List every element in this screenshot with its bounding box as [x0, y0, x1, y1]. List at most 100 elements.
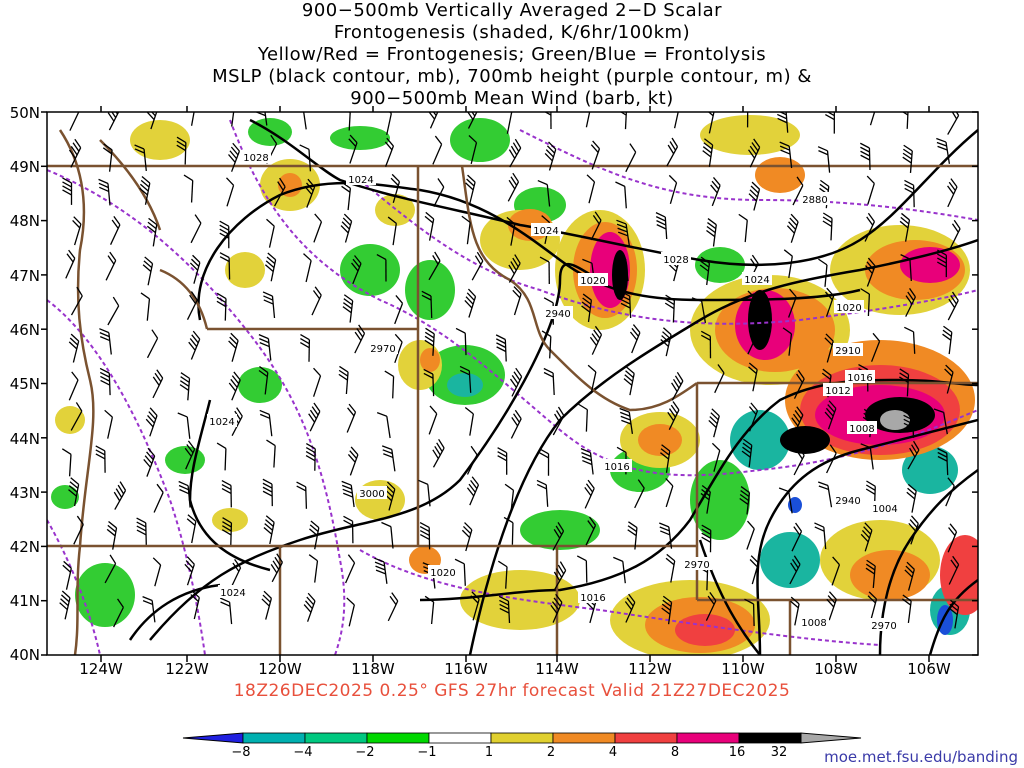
- wind-barb: [865, 257, 876, 287]
- wind-barb: [624, 593, 636, 623]
- wind-barb: [741, 438, 753, 468]
- wind-barb: [140, 292, 151, 321]
- wind-barb: [263, 515, 275, 545]
- wind-barb: [789, 555, 801, 585]
- lon-label: 106W: [907, 660, 951, 678]
- wind-barb: [258, 365, 269, 395]
- forecast-caption: 18Z26DEC2025 0.25° GFS 27hr forecast Val…: [233, 681, 791, 701]
- lat-label: 45N: [9, 375, 40, 393]
- wind-barb: [341, 112, 352, 131]
- wind-barb: [348, 134, 358, 164]
- wind-barb: [146, 217, 158, 247]
- wind-barb: [699, 256, 711, 286]
- wind-barb: [153, 483, 164, 513]
- colorbar-label: −8: [231, 745, 251, 760]
- wind-barb: [421, 290, 433, 319]
- credit-link[interactable]: moe.met.fsu.edu/banding: [824, 748, 1018, 766]
- wind-barb: [145, 407, 158, 437]
- wind-barb: [867, 591, 878, 621]
- wind-barb: [190, 590, 200, 620]
- wind-barb: [226, 177, 235, 207]
- wind-barb: [619, 407, 634, 434]
- wind-barb: [354, 324, 366, 354]
- colorbar-label: 1: [484, 745, 494, 760]
- lat-label: 42N: [9, 538, 40, 556]
- wind-barb: [791, 406, 804, 436]
- wind-barb: [786, 213, 799, 243]
- wind-barb: [99, 367, 111, 396]
- wind-barb: [300, 333, 311, 362]
- wind-barb: [865, 559, 876, 588]
- wind-barb: [302, 112, 307, 130]
- wind-barb: [338, 365, 349, 395]
- wind-barb: [189, 254, 201, 284]
- height-label: 2940: [835, 496, 860, 507]
- wind-barb: [266, 439, 276, 468]
- wind-barb: [512, 286, 522, 316]
- wind-barb: [613, 556, 626, 584]
- wind-barb: [947, 291, 959, 321]
- wind-barb: [817, 146, 831, 173]
- mslp-label: 1024: [220, 588, 245, 599]
- colorbar-label: −1: [417, 745, 437, 760]
- wind-barb: [552, 406, 565, 436]
- wind-barb: [61, 448, 72, 477]
- wind-barb: [544, 141, 557, 171]
- colorbar-label: 8: [670, 745, 680, 760]
- wind-barb: [659, 522, 673, 549]
- wind-barb: [589, 325, 603, 355]
- wind-barb: [340, 213, 353, 243]
- wind-barb: [376, 412, 391, 439]
- wind-barb: [782, 327, 793, 356]
- wind-barb: [113, 598, 124, 628]
- wind-barb: [667, 401, 680, 430]
- wind-barb: [152, 557, 162, 587]
- wind-barb: [98, 178, 111, 206]
- mslp-label: 1024: [744, 275, 769, 286]
- title-line-3: Yellow/Red = Frontogenesis; Green/Blue =…: [257, 44, 767, 65]
- wind-barb: [262, 478, 273, 507]
- wind-barb: [587, 364, 597, 394]
- wind-barb: [73, 515, 84, 545]
- wind-barb: [623, 366, 635, 396]
- wind-barb: [113, 481, 127, 510]
- wind-barb: [665, 477, 674, 508]
- wind-barb: [387, 592, 399, 622]
- wind-barb: [110, 216, 121, 245]
- wind-barb: [219, 220, 230, 249]
- wind-barb: [311, 286, 322, 316]
- wind-barb: [508, 138, 522, 168]
- lon-label: 114W: [535, 660, 579, 678]
- wind-barb: [900, 254, 912, 282]
- wind-barb: [748, 138, 761, 168]
- wind-barb: [710, 177, 721, 207]
- wind-barb: [948, 599, 960, 629]
- colorbar-swatch: [366, 732, 430, 744]
- wind-barb: [106, 520, 118, 550]
- height-label: 2880: [802, 195, 827, 206]
- title-line-4: MSLP (black contour, mb), 700mb height (…: [212, 66, 812, 87]
- wind-barb: [72, 216, 82, 246]
- wind-barb: [152, 369, 164, 399]
- wind-barb: [313, 213, 323, 243]
- wind-barb: [860, 522, 873, 552]
- wind-barb: [691, 297, 707, 324]
- wind-barb: [427, 112, 441, 129]
- wind-barb: [142, 596, 156, 623]
- wind-barb: [65, 249, 76, 279]
- wind-barb: [190, 214, 202, 244]
- wind-barb: [343, 515, 354, 544]
- wind-barb: [454, 558, 466, 586]
- lat-label: 43N: [9, 484, 40, 502]
- lon-label: 124W: [79, 660, 123, 678]
- wind-barb: [944, 364, 954, 394]
- wind-barb: [184, 440, 196, 470]
- wind-barb: [655, 212, 668, 240]
- wind-barb: [661, 595, 673, 625]
- wind-barb: [428, 405, 438, 435]
- wind-barb: [702, 138, 714, 167]
- colorbar-swatch: [242, 732, 306, 744]
- wind-barb: [351, 255, 362, 285]
- wind-barb: [221, 517, 233, 545]
- wind-barb: [183, 174, 194, 203]
